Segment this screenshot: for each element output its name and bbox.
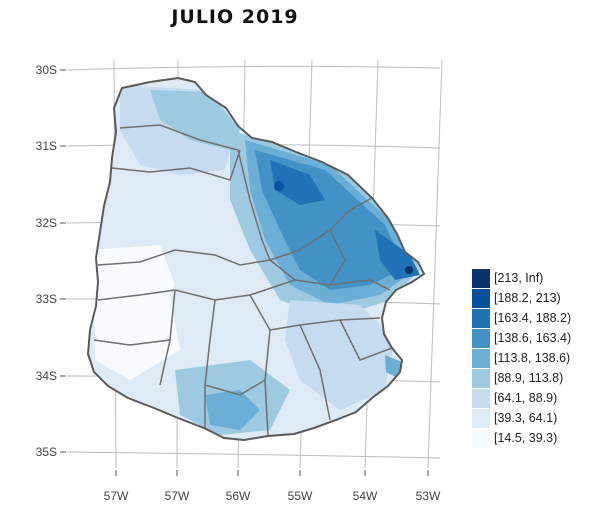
legend-swatch <box>472 408 490 428</box>
lat-label-30s: 30S <box>36 63 57 77</box>
class-14-39-southwest <box>95 295 180 380</box>
class-64-88-southeast <box>285 300 395 410</box>
legend-swatch <box>472 368 490 388</box>
legend-label: [138.6, 163.4) <box>494 331 572 345</box>
lon-label-4: 55W <box>288 489 313 503</box>
legend: [213, Inf) [188.2, 213) [163.4, 188.2) [138… <box>472 268 590 448</box>
legend-item: [64.1, 88.9) <box>472 388 590 408</box>
legend-label: [113.8, 138.6) <box>494 351 571 365</box>
legend-label: [213, Inf) <box>494 271 544 285</box>
lon-label-1: 57W <box>104 489 129 503</box>
legend-label: [163.4, 188.2) <box>494 311 572 325</box>
class-188-213-spot <box>274 181 284 191</box>
class-113-138-south <box>205 390 260 430</box>
legend-item: [213, Inf) <box>472 268 590 288</box>
lon-label-6: 53W <box>416 489 441 503</box>
legend-label: [88.9, 113.8) <box>494 371 564 385</box>
lat-label-33s: 33S <box>36 292 57 306</box>
legend-swatch <box>472 268 490 288</box>
class-113-138-coast <box>385 355 402 378</box>
legend-swatch <box>472 328 490 348</box>
lon-label-2: 57W <box>165 489 190 503</box>
legend-item: [14.5, 39.3) <box>472 428 590 448</box>
lat-axis: 30S 31S 32S 33S 34S 35S <box>36 63 66 459</box>
legend-label: [188.2, 213) <box>494 291 561 305</box>
legend-item: [88.9, 113.8) <box>472 368 590 388</box>
lon-axis: 57W 57W 56W 55W 54W 53W <box>104 470 441 503</box>
legend-swatch <box>472 308 490 328</box>
department-borders <box>93 124 393 437</box>
legend-item: [163.4, 188.2) <box>472 308 590 328</box>
legend-item: [39.3, 64.1) <box>472 408 590 428</box>
lat-label-35s: 35S <box>36 445 57 459</box>
legend-label: [39.3, 64.1) <box>494 411 558 425</box>
lon-label-3: 56W <box>226 489 251 503</box>
legend-swatch <box>472 348 490 368</box>
map-title: JULIO 2019 <box>171 6 299 28</box>
lat-label-34s: 34S <box>36 369 57 383</box>
legend-label: [14.5, 39.3) <box>494 431 558 445</box>
class-163-188-north <box>270 160 325 205</box>
legend-label: [64.1, 88.9) <box>494 391 558 405</box>
legend-item: [188.2, 213) <box>472 288 590 308</box>
class-213-inf-spot <box>405 266 413 274</box>
legend-swatch <box>472 288 490 308</box>
legend-item: [138.6, 163.4) <box>472 328 590 348</box>
lat-label-31s: 31S <box>36 139 57 153</box>
legend-swatch <box>472 388 490 408</box>
lat-label-32s: 32S <box>36 216 57 230</box>
class-88-113-north <box>150 90 240 150</box>
legend-item: [113.8, 138.6) <box>472 348 590 368</box>
legend-swatch <box>472 428 490 448</box>
lon-label-5: 54W <box>353 489 378 503</box>
